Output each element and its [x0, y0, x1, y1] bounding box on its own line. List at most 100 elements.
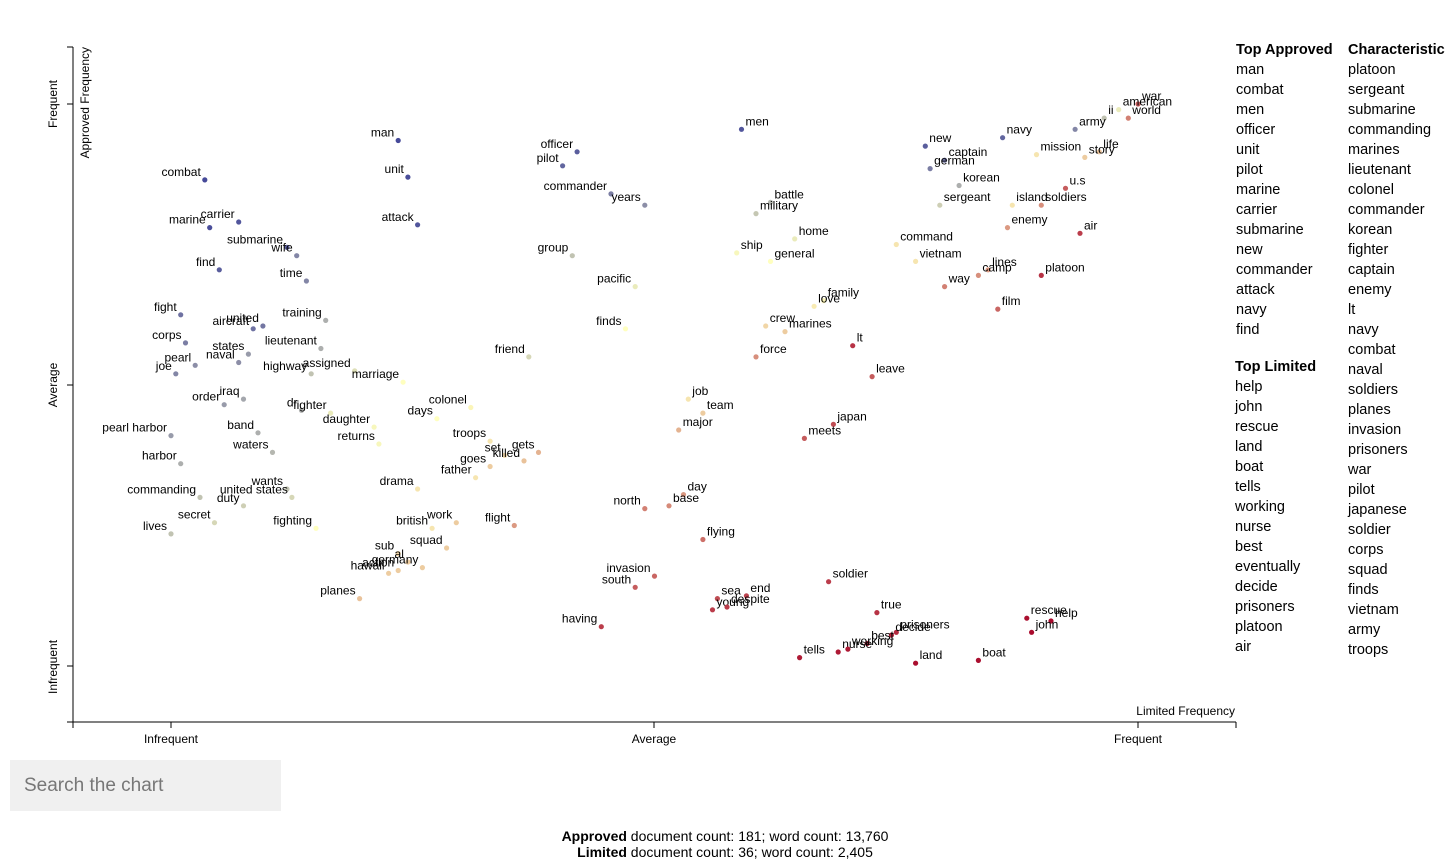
point[interactable] — [1135, 101, 1141, 107]
point[interactable] — [240, 396, 247, 402]
point[interactable] — [985, 267, 991, 273]
top-approved-item[interactable]: new — [1236, 242, 1263, 258]
point-label[interactable]: home — [799, 224, 829, 238]
characteristic-item[interactable]: submarine — [1348, 102, 1416, 118]
top-limited-item[interactable]: decide — [1235, 579, 1278, 595]
point-label[interactable]: lives — [143, 519, 167, 533]
top-limited-item[interactable]: working — [1235, 499, 1285, 515]
top-limited-item[interactable]: land — [1235, 439, 1263, 455]
top-approved-item[interactable]: commander — [1236, 262, 1313, 278]
point[interactable] — [1048, 618, 1054, 624]
point-label[interactable]: military — [760, 199, 798, 213]
point[interactable] — [1077, 230, 1083, 236]
point[interactable] — [303, 278, 309, 284]
point-label[interactable]: having — [562, 612, 597, 626]
characteristic-item[interactable]: army — [1348, 622, 1381, 638]
point[interactable] — [821, 298, 827, 304]
point-label[interactable]: air — [1084, 218, 1097, 232]
point[interactable] — [376, 441, 382, 447]
top-limited-item[interactable]: air — [1235, 639, 1252, 655]
point-label[interactable]: years — [611, 190, 640, 204]
point[interactable] — [700, 410, 706, 416]
point-label[interactable]: family — [828, 286, 859, 300]
point[interactable] — [1125, 115, 1131, 121]
point-label[interactable]: find — [196, 255, 215, 269]
point-label[interactable]: returns — [338, 429, 375, 443]
point-label[interactable]: south — [602, 572, 631, 586]
top-limited-item[interactable]: best — [1235, 539, 1263, 555]
point-label[interactable]: platoon — [1045, 260, 1084, 274]
characteristic-item[interactable]: japanese — [1348, 502, 1407, 518]
point-label[interactable]: fight — [154, 300, 177, 314]
characteristic-item[interactable]: combat — [1348, 342, 1396, 358]
top-approved-item[interactable]: unit — [1236, 142, 1260, 158]
point-label[interactable]: drama — [380, 474, 414, 488]
point[interactable] — [269, 449, 276, 455]
point-label[interactable]: german — [934, 154, 975, 168]
point[interactable] — [782, 329, 788, 335]
point-label[interactable]: submarine — [227, 232, 283, 246]
point[interactable] — [284, 486, 290, 492]
characteristic-item[interactable]: lt — [1348, 302, 1356, 318]
point-label[interactable]: man — [371, 126, 394, 140]
point[interactable] — [1038, 202, 1044, 208]
point[interactable] — [236, 219, 242, 225]
top-approved-item[interactable]: navy — [1236, 302, 1267, 318]
top-approved-item[interactable]: officer — [1236, 122, 1276, 138]
point-label[interactable]: commander — [544, 179, 607, 193]
point-label[interactable]: decide — [895, 620, 931, 634]
point[interactable] — [850, 343, 856, 349]
point[interactable] — [1009, 202, 1015, 208]
point-label[interactable]: aircraft — [213, 314, 250, 328]
point-label[interactable]: gets — [512, 437, 535, 451]
characteristic-item[interactable]: marines — [1348, 142, 1400, 158]
point-label[interactable]: united — [226, 311, 259, 325]
point-label[interactable]: set — [485, 440, 502, 454]
point-label[interactable]: highway — [263, 359, 307, 373]
point[interactable] — [405, 174, 411, 180]
point[interactable] — [245, 351, 251, 357]
point[interactable] — [792, 236, 798, 242]
point-label[interactable]: sub — [375, 539, 395, 553]
point-label[interactable]: dr — [287, 395, 298, 409]
characteristic-item[interactable]: korean — [1348, 222, 1393, 238]
point[interactable] — [767, 199, 774, 205]
point-label[interactable]: u.s — [1070, 173, 1086, 187]
point[interactable] — [642, 506, 648, 512]
point[interactable] — [743, 593, 750, 599]
point-label[interactable]: story — [1089, 142, 1115, 156]
point-label[interactable]: end — [750, 581, 770, 595]
point[interactable] — [395, 137, 401, 144]
point[interactable] — [250, 326, 256, 332]
point-label[interactable]: help — [1055, 606, 1078, 620]
point-label[interactable]: north — [613, 494, 640, 508]
point[interactable] — [874, 610, 880, 616]
point-label[interactable]: battle — [775, 187, 805, 201]
point[interactable] — [178, 312, 184, 318]
characteristic-item[interactable]: colonel — [1348, 182, 1394, 198]
top-approved-item[interactable]: carrier — [1236, 202, 1278, 218]
characteristic-item[interactable]: fighter — [1348, 242, 1389, 258]
point[interactable] — [197, 494, 203, 500]
point-label[interactable]: flying — [707, 525, 735, 539]
point[interactable] — [419, 565, 425, 571]
point-label[interactable]: enemy — [1012, 213, 1048, 227]
point-label[interactable]: work — [426, 508, 453, 522]
point[interactable] — [487, 438, 493, 444]
point-label[interactable]: british — [396, 513, 428, 527]
point-label[interactable]: ii — [1108, 103, 1113, 117]
point[interactable] — [1072, 126, 1078, 132]
point-label[interactable]: secret — [178, 508, 211, 522]
point[interactable] — [1004, 225, 1011, 231]
point-label[interactable]: leave — [876, 362, 905, 376]
point-label[interactable]: squad — [410, 533, 443, 547]
point-label[interactable]: naval — [206, 348, 235, 362]
top-limited-item[interactable]: tells — [1235, 479, 1261, 495]
point-label[interactable]: duty — [217, 491, 240, 505]
point[interactable] — [893, 241, 899, 248]
point-label[interactable]: killed — [493, 446, 520, 460]
point[interactable] — [298, 407, 305, 413]
point-label[interactable]: captain — [949, 145, 988, 159]
point-label[interactable]: marines — [789, 317, 832, 331]
point-label[interactable]: waters — [232, 437, 268, 451]
